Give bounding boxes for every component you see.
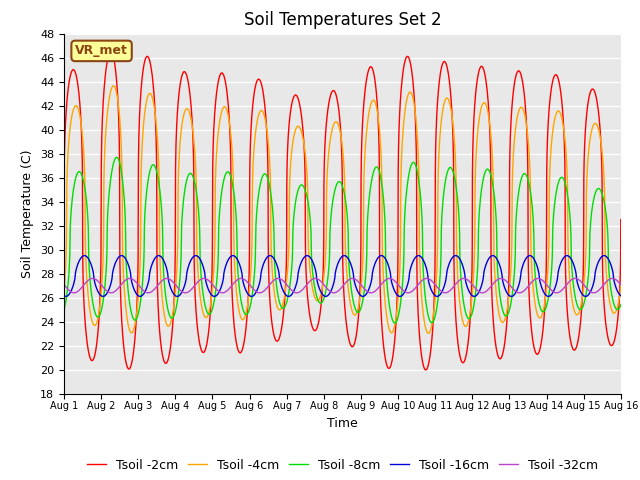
Legend: Tsoil -2cm, Tsoil -4cm, Tsoil -8cm, Tsoil -16cm, Tsoil -32cm: Tsoil -2cm, Tsoil -4cm, Tsoil -8cm, Tsoi… bbox=[82, 454, 603, 477]
Tsoil -2cm bbox=[564, 320, 572, 325]
Line: Tsoil -4cm: Tsoil -4cm bbox=[64, 86, 621, 333]
Tsoil -8cm bbox=[407, 164, 415, 169]
Tsoil -32cm bbox=[516, 290, 524, 296]
Tsoil -8cm bbox=[617, 302, 625, 308]
Tsoil -2cm bbox=[617, 254, 625, 260]
Line: Tsoil -2cm: Tsoil -2cm bbox=[64, 51, 621, 370]
Tsoil -4cm bbox=[397, 185, 404, 191]
Title: Soil Temperatures Set 2: Soil Temperatures Set 2 bbox=[244, 11, 441, 29]
Tsoil -8cm bbox=[113, 155, 120, 160]
Tsoil -32cm bbox=[216, 289, 223, 295]
Tsoil -16cm bbox=[564, 253, 572, 259]
Tsoil -4cm bbox=[564, 248, 572, 254]
Tsoil -2cm bbox=[216, 73, 223, 79]
Tsoil -4cm bbox=[180, 113, 188, 119]
Tsoil -4cm bbox=[60, 288, 68, 293]
Tsoil -8cm bbox=[60, 307, 68, 312]
Tsoil -4cm bbox=[406, 89, 414, 95]
Tsoil -16cm bbox=[600, 253, 608, 259]
Tsoil -32cm bbox=[406, 289, 414, 295]
Line: Tsoil -16cm: Tsoil -16cm bbox=[64, 256, 621, 296]
Tsoil -16cm bbox=[406, 265, 414, 271]
Tsoil -8cm bbox=[180, 198, 188, 204]
Tsoil -4cm bbox=[109, 83, 117, 89]
Tsoil -16cm bbox=[617, 293, 625, 299]
Tsoil -32cm bbox=[179, 289, 187, 295]
Tsoil -2cm bbox=[60, 211, 68, 216]
Tsoil -32cm bbox=[60, 282, 68, 288]
Tsoil -32cm bbox=[397, 285, 404, 291]
Tsoil -4cm bbox=[216, 119, 223, 125]
Text: VR_met: VR_met bbox=[75, 44, 128, 58]
Tsoil -2cm bbox=[397, 91, 404, 97]
Tsoil -8cm bbox=[216, 208, 223, 214]
Tsoil -16cm bbox=[62, 293, 70, 299]
Tsoil -2cm bbox=[422, 367, 429, 373]
Tsoil -32cm bbox=[564, 280, 572, 286]
Y-axis label: Soil Temperature (C): Soil Temperature (C) bbox=[22, 149, 35, 278]
Tsoil -16cm bbox=[397, 293, 404, 299]
Tsoil -16cm bbox=[60, 293, 68, 299]
Line: Tsoil -8cm: Tsoil -8cm bbox=[64, 157, 621, 323]
Tsoil -8cm bbox=[617, 302, 625, 308]
Tsoil -16cm bbox=[617, 293, 625, 299]
Tsoil -2cm bbox=[180, 69, 188, 75]
Tsoil -32cm bbox=[617, 282, 625, 288]
Tsoil -16cm bbox=[216, 288, 223, 294]
Tsoil -16cm bbox=[180, 286, 188, 292]
Tsoil -8cm bbox=[391, 320, 399, 326]
Tsoil -4cm bbox=[617, 285, 625, 290]
Tsoil -8cm bbox=[397, 297, 404, 303]
Tsoil -4cm bbox=[424, 330, 432, 336]
Tsoil -2cm bbox=[617, 217, 625, 223]
X-axis label: Time: Time bbox=[327, 417, 358, 430]
Tsoil -4cm bbox=[617, 283, 625, 289]
Tsoil -32cm bbox=[617, 282, 625, 288]
Tsoil -2cm bbox=[406, 61, 414, 67]
Line: Tsoil -32cm: Tsoil -32cm bbox=[64, 278, 621, 293]
Tsoil -8cm bbox=[564, 196, 572, 202]
Tsoil -32cm bbox=[497, 276, 505, 281]
Tsoil -2cm bbox=[107, 48, 115, 54]
